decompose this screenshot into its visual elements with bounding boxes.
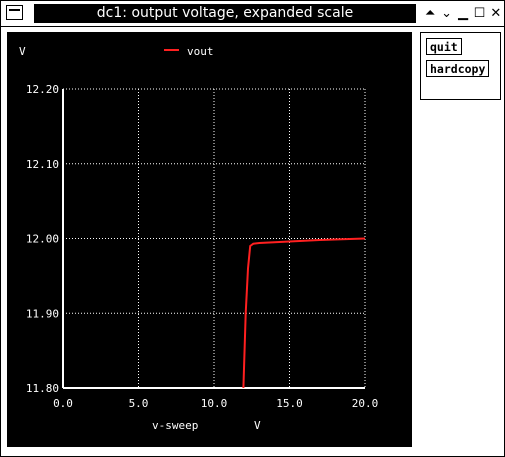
- window-controls: ⏶ ⌄ ▁ ☐ ✕: [423, 4, 503, 23]
- grid: [63, 88, 366, 388]
- y-axis-label: V: [19, 45, 26, 58]
- menu-bar-icon: [9, 9, 20, 11]
- chevron-down-icon[interactable]: ⌄: [441, 6, 453, 21]
- maximize-icon[interactable]: ☐: [473, 6, 486, 21]
- shade-icon[interactable]: ⏶: [425, 6, 436, 21]
- traces: [242, 237, 366, 389]
- x-tick-label: 15.0: [276, 397, 303, 410]
- close-icon[interactable]: ✕: [490, 6, 502, 21]
- x-tick-label: 20.0: [352, 397, 379, 410]
- axes: [62, 89, 365, 389]
- hardcopy-button[interactable]: hardcopy: [426, 60, 490, 77]
- side-panel: quit hardcopy: [420, 32, 501, 100]
- quit-button[interactable]: quit: [426, 38, 462, 55]
- window-title: dc1: output voltage, expanded scale: [34, 4, 416, 23]
- series-line-vout: [242, 237, 366, 389]
- y-tick-label: 11.80: [26, 382, 59, 395]
- x-tick-label: 5.0: [129, 397, 149, 410]
- window-menu-button[interactable]: [6, 5, 23, 20]
- chart-labels: 0.0 5.0 10.0 15.0 20.0 12.20 12.10 12.00 11.90 11…: [19, 45, 378, 432]
- x-axis-unit: V: [254, 419, 261, 432]
- legend-label: vout: [187, 45, 214, 58]
- y-tick-label: 12.10: [26, 158, 59, 171]
- x-axis-label: v-sweep: [152, 419, 198, 432]
- x-tick-label: 10.0: [201, 397, 228, 410]
- x-tick-label: 0.0: [53, 397, 73, 410]
- y-tick-label: 12.00: [26, 233, 59, 246]
- y-tick-label: 12.20: [26, 83, 59, 96]
- title-bar[interactable]: dc1: output voltage, expanded scale ⏶ ⌄ …: [1, 1, 504, 27]
- minimize-icon[interactable]: ▁: [458, 6, 469, 21]
- y-tick-label: 11.90: [26, 307, 59, 320]
- plot-area: 0.0 5.0 10.0 15.0 20.0 12.20 12.10 12.00 11.90 11…: [7, 32, 412, 447]
- chart-svg: 0.0 5.0 10.0 15.0 20.0 12.20 12.10 12.00 11.90 11…: [19, 45, 378, 432]
